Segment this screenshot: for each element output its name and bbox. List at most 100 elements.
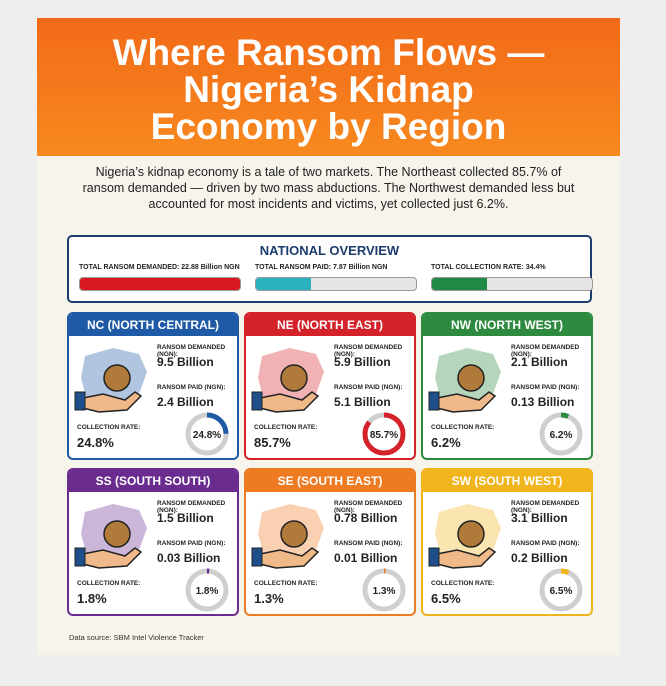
donut-label: 85.7% (370, 430, 398, 441)
intro: Nigeria’s kidnap economy is a tale of tw… (82, 165, 575, 211)
region-icon (428, 504, 501, 569)
hand (82, 391, 143, 413)
paid-label: RANSOM PAID (NGN): (334, 384, 403, 391)
rate-label: COLLECTION RATE: (431, 580, 495, 587)
rate-value: 85.7% (254, 435, 291, 450)
paid-value: 5.1 Billion (334, 395, 391, 409)
money-bag (457, 364, 485, 392)
demanded-label: RANSOM DEMANDED (NGN): (157, 500, 226, 514)
paid-label: RANSOM PAID (NGN): (334, 540, 403, 547)
region-icon (74, 504, 147, 569)
paid-label: RANSOM PAID (NGN): (157, 384, 226, 391)
donut: 6.2% (539, 412, 583, 456)
paid-value: 0.03 Billion (157, 551, 221, 565)
donut-arc (185, 412, 229, 456)
money-bag (103, 520, 131, 548)
hand (259, 391, 320, 413)
donut-arc (539, 412, 583, 456)
donut: 85.7% (362, 412, 406, 456)
sleeve (74, 391, 86, 411)
money-bag (280, 520, 308, 548)
donut-arc (362, 568, 406, 612)
region-name: NC (NORTH CENTRAL) (69, 314, 237, 336)
paid-value: 0.01 Billion (334, 551, 398, 565)
region-icon (251, 504, 324, 569)
demanded-label: RANSOM DEMANDED (NGN): (157, 344, 226, 358)
overview-label: TOTAL RANSOM PAID: 7.87 Billion NGN (255, 264, 388, 271)
paid-label: RANSOM PAID (NGN): (511, 540, 580, 547)
demanded-value: 1.5 Billion (157, 511, 214, 525)
paid-label: RANSOM PAID (NGN): (157, 540, 226, 547)
region-card: NC (NORTH CENTRAL) RANSOM DEMANDED (NGN):… (67, 312, 239, 460)
region-card: SE (SOUTH EAST) RANSOM DEMANDED (NGN): 0.7… (244, 468, 416, 616)
paid-value: 2.4 Billion (157, 395, 214, 409)
paid-value: 0.2 Billion (511, 551, 568, 565)
donut: 1.3% (362, 568, 406, 612)
overview-bar (80, 278, 240, 290)
overview-bar (256, 278, 312, 290)
region-card: NE (NORTH EAST) RANSOM DEMANDED (NGN): 5.9… (244, 312, 416, 460)
hand (436, 391, 497, 413)
rate-label: COLLECTION RATE: (254, 424, 318, 431)
region-name: NW (NORTH WEST) (423, 314, 591, 336)
hand (259, 547, 320, 569)
region-card: NW (NORTH WEST) RANSOM DEMANDED (NGN): 2.1… (421, 312, 593, 460)
overview-bar (432, 278, 488, 290)
money-bag (103, 364, 131, 392)
donut: 1.8% (185, 568, 229, 612)
demanded-value: 3.1 Billion (511, 511, 568, 525)
rate-value: 1.8% (77, 591, 107, 606)
donut-label: 1.8% (196, 586, 219, 597)
region-card: SW (SOUTH WEST) RANSOM DEMANDED (NGN): 3.1… (421, 468, 593, 616)
demanded-value: 2.1 Billion (511, 355, 568, 369)
sleeve (428, 391, 440, 411)
donut-label: 1.3% (373, 586, 396, 597)
region-icon (251, 348, 324, 413)
sleeve (74, 547, 86, 567)
overview-bar-track (255, 277, 417, 291)
region-name: SW (SOUTH WEST) (423, 470, 591, 492)
sleeve (251, 547, 263, 567)
source: Data source: SBM Intel Violence Tracker (69, 633, 204, 642)
rate-value: 6.2% (431, 435, 461, 450)
donut-arc (362, 412, 406, 456)
overview-title: NATIONAL OVERVIEW (259, 243, 400, 258)
demanded-label: RANSOM DEMANDED (NGN): (334, 500, 403, 514)
donut-label: 6.2% (550, 430, 573, 441)
overview: NATIONAL OVERVIEW TOTAL RANSOM DEMANDED:… (67, 235, 593, 303)
paid-value: 0.13 Billion (511, 395, 575, 409)
rate-label: COLLECTION RATE: (431, 424, 495, 431)
overview-bar-track (431, 277, 593, 291)
demanded-value: 5.9 Billion (334, 355, 391, 369)
region-icon (74, 348, 147, 413)
donut-label: 6.5% (550, 586, 573, 597)
demanded-label: RANSOM DEMANDED (NGN): (511, 344, 580, 358)
donut: 24.8% (185, 412, 229, 456)
hand (82, 547, 143, 569)
region-name: SE (SOUTH EAST) (246, 470, 414, 492)
rate-label: COLLECTION RATE: (77, 580, 141, 587)
money-bag (457, 520, 485, 548)
paid-label: RANSOM PAID (NGN): (511, 384, 580, 391)
hand (436, 547, 497, 569)
demanded-label: RANSOM DEMANDED (NGN): (334, 344, 403, 358)
donut-arc (185, 568, 229, 612)
demanded-value: 0.78 Billion (334, 511, 398, 525)
donut: 6.5% (539, 568, 583, 612)
region-icon (428, 348, 501, 413)
sleeve (251, 391, 263, 411)
rate-label: COLLECTION RATE: (77, 424, 141, 431)
overview-label: TOTAL RANSOM DEMANDED: 22.88 Billion NGN (79, 264, 240, 271)
overview-bar-track (79, 277, 241, 291)
demanded-label: RANSOM DEMANDED (NGN): (511, 500, 580, 514)
donut-label: 24.8% (193, 430, 221, 441)
rate-value: 1.3% (254, 591, 284, 606)
rate-value: 6.5% (431, 591, 461, 606)
demanded-value: 9.5 Billion (157, 355, 214, 369)
money-bag (280, 364, 308, 392)
sleeve (428, 547, 440, 567)
region-name: NE (NORTH EAST) (246, 314, 414, 336)
title: Where Ransom Flows — Nigeria’s Kidnap Ec… (112, 32, 545, 147)
header: Where Ransom Flows — Nigeria’s Kidnap Ec… (37, 18, 620, 156)
